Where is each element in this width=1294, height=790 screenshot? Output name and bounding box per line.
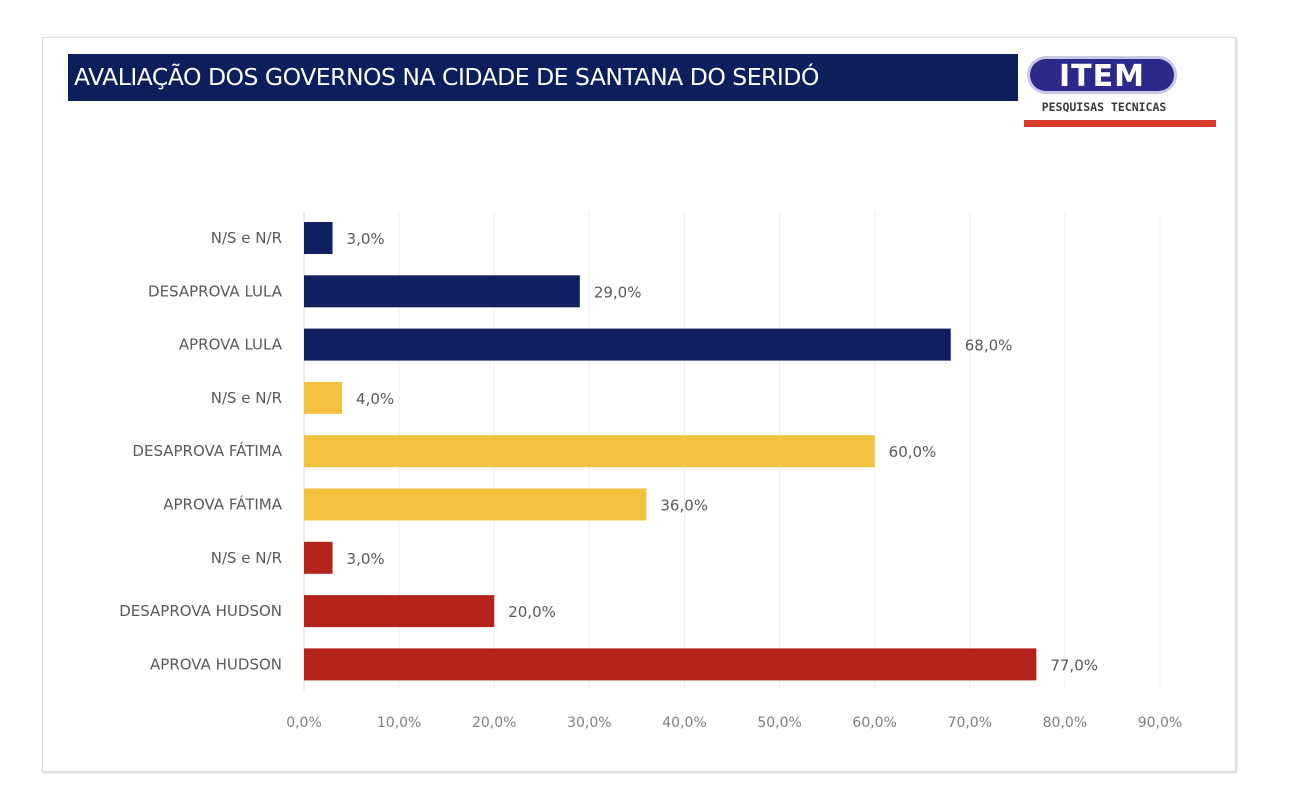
category-label: APROVA HUDSON [150, 655, 282, 673]
bar-fatima [304, 381, 343, 414]
x-tick-label: 70,0% [948, 715, 992, 731]
x-axis-tick-labels: 0,0% 10,0% 20,0% 30,0% 40,0% 50,0% 60,0% 70,0% 8… [286, 715, 1182, 731]
value-label: 4,0% [356, 390, 394, 408]
x-tick-label: 40,0% [662, 715, 706, 731]
value-label: 3,0% [347, 230, 385, 248]
logo-pill [1030, 59, 1174, 91]
bar-hudson [304, 648, 1037, 681]
category-label: APROVA LULA [179, 336, 283, 354]
bar-lula [304, 222, 333, 254]
category-label: N/S e N/R [211, 549, 282, 567]
bar-lula [304, 328, 951, 361]
logo-underline [1024, 120, 1216, 127]
value-label: 60,0% [889, 443, 937, 461]
chart-title: AVALIAÇÃO DOS GOVERNOS NA CIDADE DE SANT… [74, 63, 819, 91]
logo-wordmark: ITEM [1059, 59, 1145, 94]
category-label: DESAPROVA HUDSON [119, 602, 282, 620]
x-tick-label: 0,0% [286, 715, 322, 731]
x-tick-label: 90,0% [1138, 715, 1182, 731]
value-label: 3,0% [347, 550, 385, 568]
value-label: 68,0% [965, 337, 1013, 355]
category-label: N/S e N/R [211, 229, 282, 247]
bar-fatima [304, 488, 647, 521]
bar-hudson [304, 541, 333, 574]
category-label: DESAPROVA LULA [148, 282, 283, 300]
category-label: DESAPROVA FÁTIMA [132, 441, 282, 460]
bars [304, 222, 1037, 681]
value-label: 36,0% [660, 497, 708, 515]
item-logo: ITEM PESQUISAS TECNICAS [1024, 56, 1216, 127]
x-tick-label: 30,0% [567, 715, 611, 731]
chart-title-banner: AVALIAÇÃO DOS GOVERNOS NA CIDADE DE SANT… [68, 54, 1018, 101]
x-tick-label: 20,0% [472, 715, 516, 731]
x-tick-label: 50,0% [757, 715, 801, 731]
x-tick-label: 10,0% [377, 715, 421, 731]
x-tick-label: 60,0% [852, 715, 896, 731]
logo-subtitle: PESQUISAS TECNICAS [1042, 100, 1167, 114]
value-labels: 3,0% 29,0% 68,0% 4,0% 60,0% 36,0% 3,0% 20,0% 77,… [347, 230, 1098, 674]
category-labels: N/S e N/R DESAPROVA LULA APROVA LULA N/S e … [119, 229, 283, 673]
x-tick-label: 80,0% [1043, 715, 1087, 731]
value-label: 29,0% [594, 283, 642, 301]
bar-hudson [304, 595, 495, 628]
value-label: 77,0% [1050, 656, 1098, 674]
value-label: 20,0% [508, 603, 556, 621]
bar-lula [304, 275, 580, 308]
bar-fatima [304, 435, 875, 468]
category-label: N/S e N/R [211, 389, 282, 407]
category-label: APROVA FÁTIMA [163, 495, 282, 514]
